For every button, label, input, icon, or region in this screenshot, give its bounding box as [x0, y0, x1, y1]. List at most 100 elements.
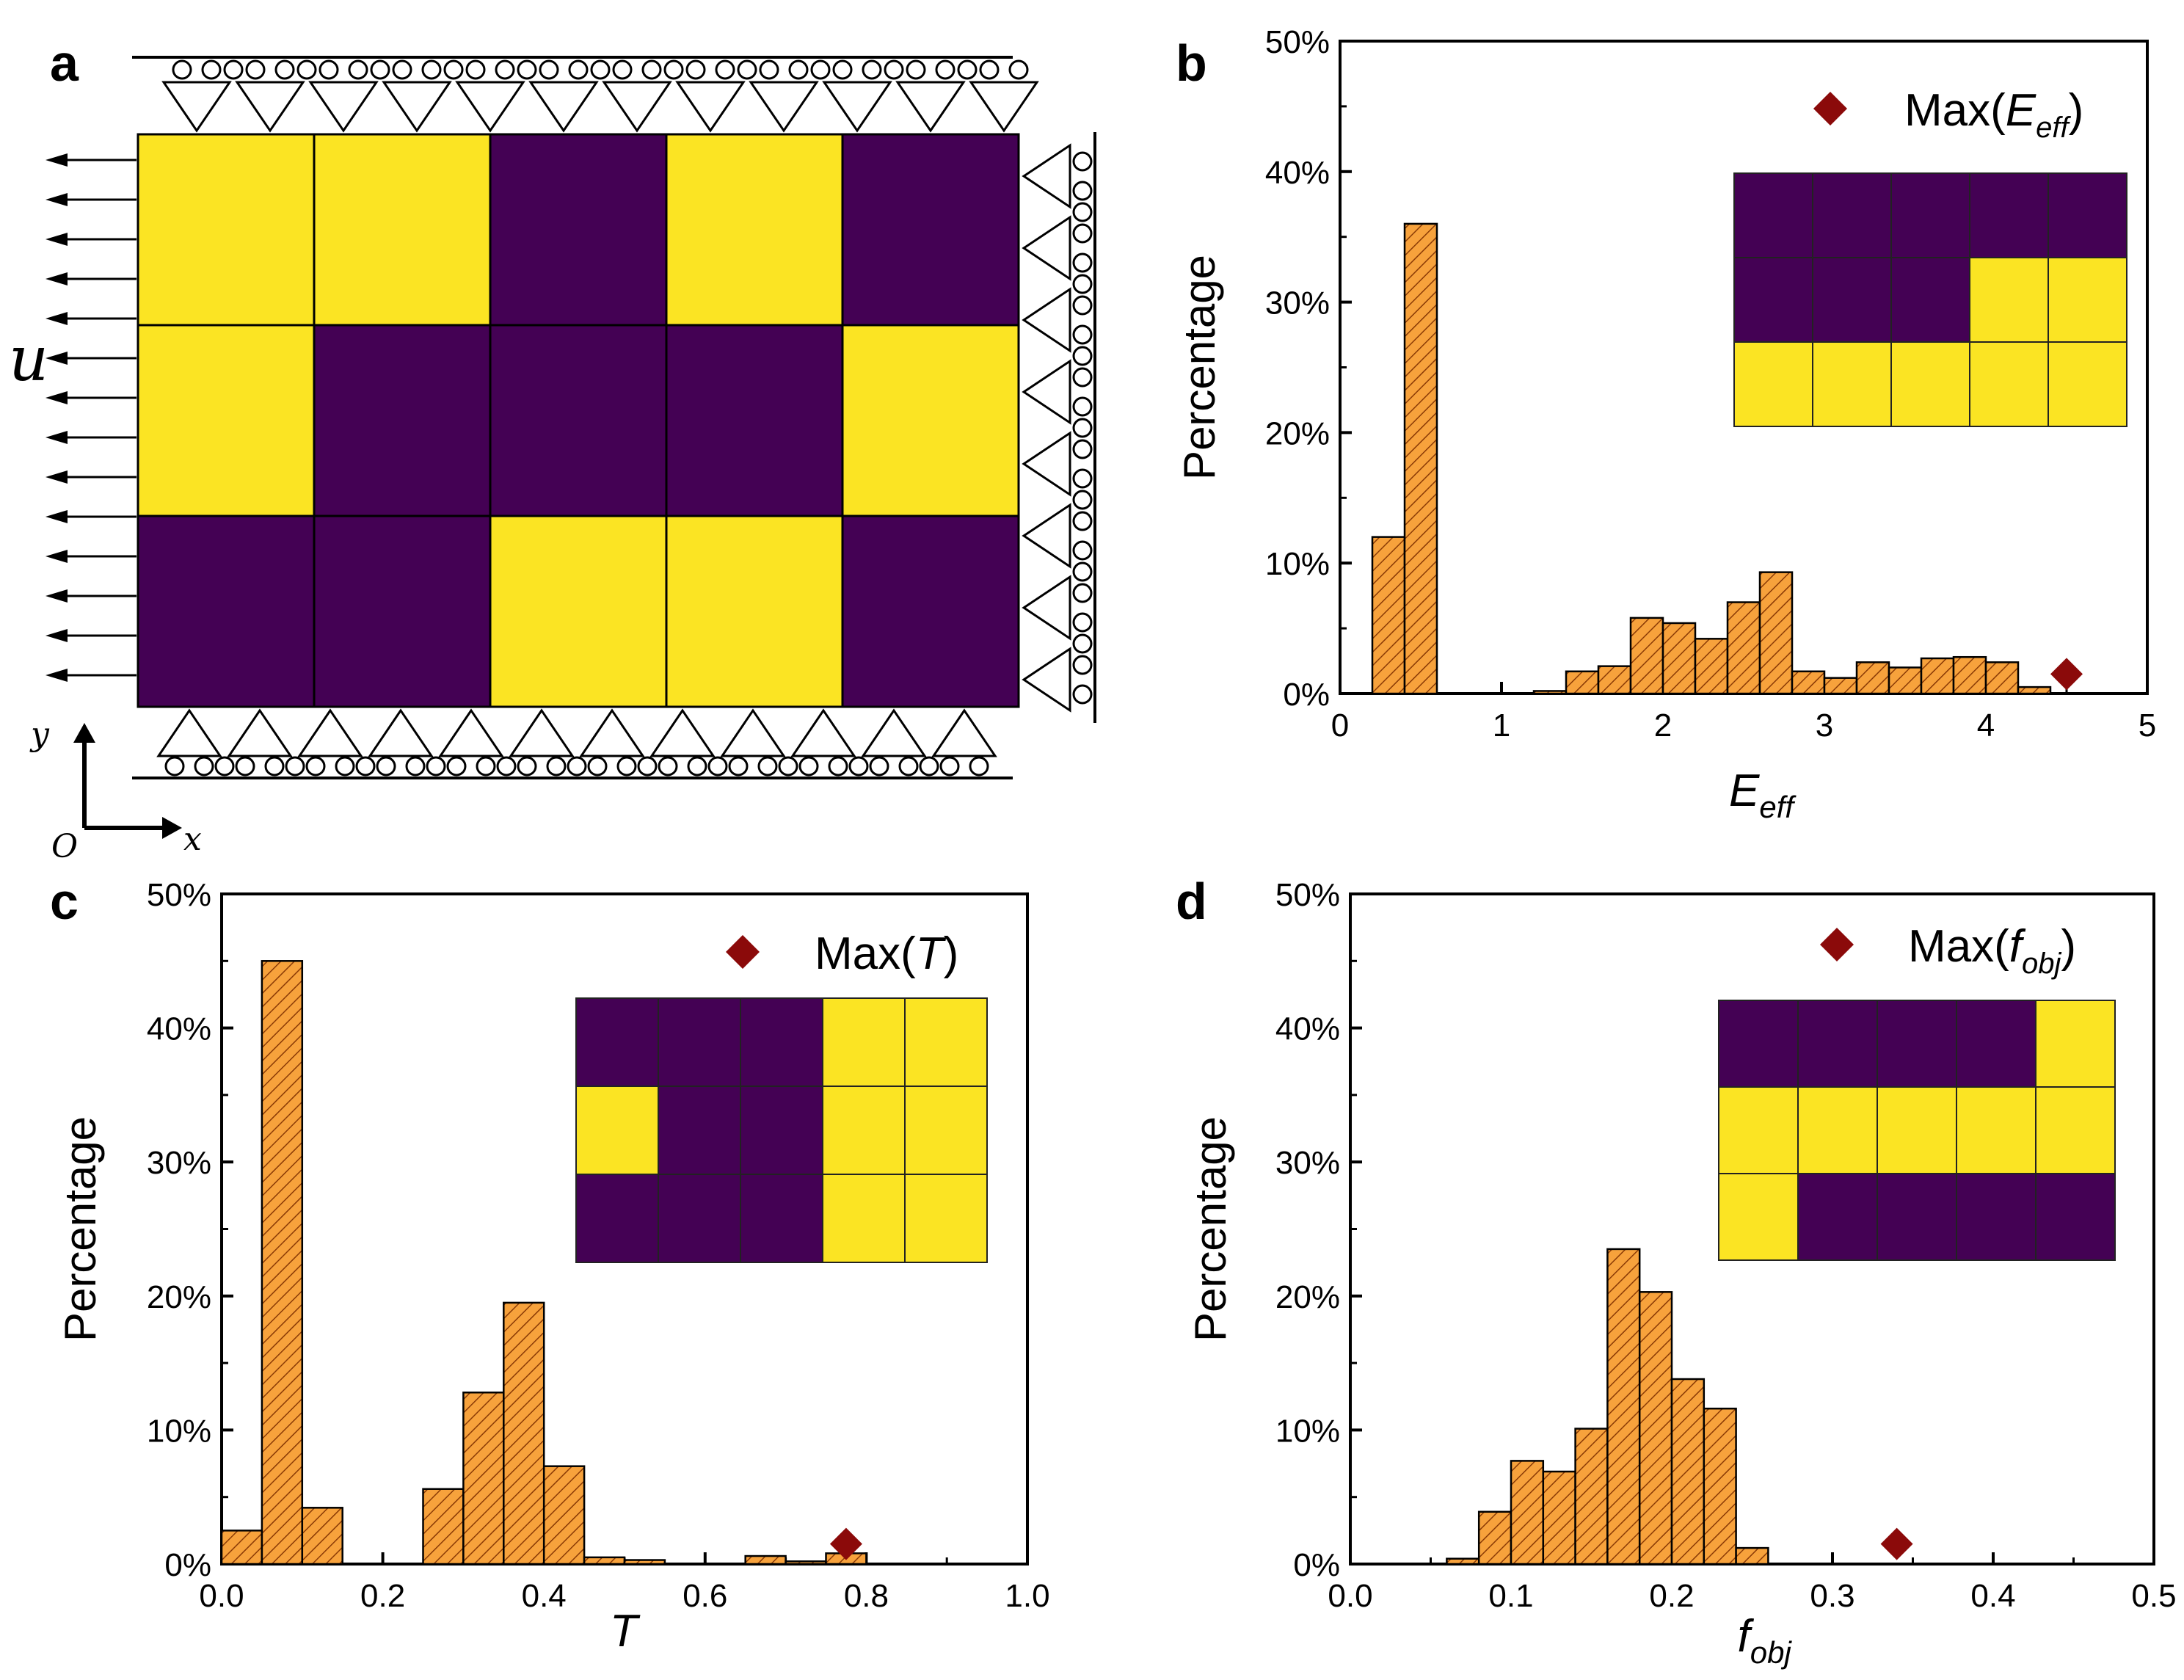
origin-label: O	[51, 828, 78, 865]
legend-diamond-icon	[1820, 928, 1854, 961]
roller-icon	[264, 756, 285, 777]
x-tick-label: 0.4	[1970, 1578, 2015, 1614]
grid-cell	[665, 133, 844, 327]
histogram-bar	[1661, 622, 1697, 695]
inset-cell	[658, 1174, 741, 1263]
histogram-bar	[1597, 665, 1632, 695]
histogram-bar	[623, 1559, 666, 1566]
histogram-bar	[301, 1507, 343, 1566]
x-tick-label: 0.5	[2131, 1578, 2176, 1614]
inset-cell	[1733, 341, 1813, 427]
roller-icon	[245, 59, 266, 80]
panel-d-legend: Max(fobj)	[1820, 921, 2076, 980]
x-tick-label: 0.8	[844, 1578, 889, 1614]
roller-icon	[759, 59, 779, 80]
panel-b-inset	[1733, 172, 2127, 427]
inset-cell	[1877, 1173, 1957, 1261]
y-tick-label: 50%	[1265, 24, 1330, 60]
grid-cell	[841, 324, 1020, 517]
roller-icon	[658, 756, 678, 777]
panel-c-inset	[575, 997, 988, 1263]
roller-icon	[715, 59, 735, 80]
support-triangle-icon	[156, 708, 222, 757]
roller-icon	[641, 59, 662, 80]
inset-cell	[1956, 1000, 2036, 1088]
panel-b-bars	[1371, 222, 2083, 695]
roller-icon	[1072, 274, 1093, 294]
inset-cell	[1797, 1173, 1878, 1261]
roller-icon	[164, 756, 185, 777]
roller-icon	[828, 756, 848, 777]
inset-cell	[1969, 257, 2049, 343]
x-tick-label: 0.3	[1810, 1578, 1854, 1614]
histogram-bar	[1510, 1460, 1545, 1566]
histogram-bar	[1542, 1470, 1576, 1566]
roller-icon	[884, 59, 904, 80]
x-tick-label: 0.0	[199, 1578, 244, 1614]
histogram-bar	[1446, 1557, 1480, 1566]
histogram-bar	[1984, 661, 2020, 695]
inset-cell	[1890, 257, 1970, 343]
max-marker-diamond	[829, 1527, 862, 1560]
inset-cell	[1877, 1000, 1957, 1088]
histogram-bar	[1670, 1378, 1706, 1566]
roller-icon	[426, 756, 446, 777]
histogram-bar	[1735, 1546, 1769, 1566]
roller-icon	[1072, 181, 1093, 201]
inset-cell	[1733, 172, 1813, 258]
inset-cell	[575, 1174, 659, 1263]
support-triangle-icon	[528, 81, 599, 133]
inset-cell	[1956, 1173, 2036, 1261]
inset-cell	[1718, 1173, 1799, 1261]
histogram-bar	[462, 1392, 505, 1566]
axis-x-label: x	[183, 821, 202, 858]
grid-cell	[136, 514, 316, 708]
roller-icon	[707, 756, 728, 777]
roller-icon	[906, 59, 926, 80]
y-tick-label: 0%	[1293, 1547, 1340, 1583]
inset-cell	[2035, 1086, 2116, 1174]
x-arrow-icon	[162, 817, 182, 839]
roller-icon	[1072, 202, 1093, 222]
roller-icon	[465, 59, 486, 80]
top-roller-supports	[132, 56, 1039, 133]
inset-cell	[2035, 1000, 2116, 1088]
roller-icon	[778, 756, 798, 777]
roller-icon	[612, 59, 633, 80]
roller-icon	[285, 756, 305, 777]
histogram-bar	[1823, 677, 1858, 695]
panel-d-axes: 0.0 0.1 0.2 0.3 0.4 0.5 0% 10% 20% 30% 40% 50%	[1275, 877, 2177, 1614]
inset-cell	[658, 997, 741, 1087]
panel-b-label: b	[1176, 34, 1207, 92]
x-tick-label: 0.4	[522, 1578, 567, 1614]
grid-cell	[841, 133, 1020, 327]
inset-cell	[1877, 1086, 1957, 1174]
histogram-bar	[422, 1488, 465, 1566]
grid-cell	[841, 514, 1020, 708]
support-triangle-icon	[649, 708, 716, 757]
legend-label: Max(T)	[815, 928, 958, 979]
roller-icon	[979, 59, 1000, 80]
histogram-bar	[1694, 638, 1729, 695]
roller-icon	[296, 59, 317, 80]
grid-cell	[489, 133, 668, 327]
histogram-bar	[1726, 601, 1761, 695]
panel-d-inset	[1718, 1000, 2116, 1261]
x-tick-label: 2	[1654, 708, 1672, 743]
inset-cell	[904, 997, 988, 1087]
x-tick-label: 0.2	[360, 1578, 405, 1614]
y-tick-label: 40%	[1265, 155, 1330, 191]
x-tick-label: 4	[1977, 708, 1995, 743]
inset-cell	[822, 1174, 906, 1263]
support-triangle-icon	[308, 81, 379, 133]
roller-icon	[1072, 633, 1093, 654]
histogram-bar	[1403, 222, 1438, 695]
panel-d-xlabel: fobj	[1738, 1611, 1793, 1670]
support-triangle-icon	[1022, 431, 1071, 497]
grid-cell	[313, 133, 492, 327]
inset-cell	[2048, 172, 2127, 258]
support-triangle-icon	[861, 708, 927, 757]
roller-icon	[405, 756, 426, 777]
panel-c-xlabel: T	[610, 1606, 641, 1657]
